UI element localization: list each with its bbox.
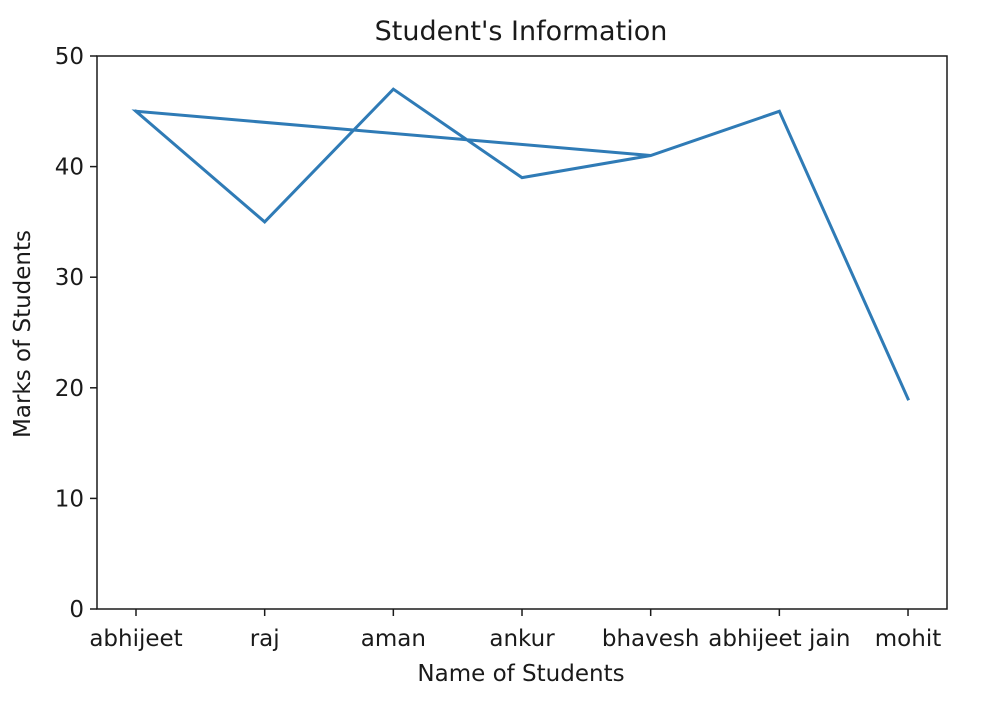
x-tick-label: abhijeet	[89, 626, 182, 652]
y-tick-label: 0	[69, 597, 84, 623]
y-axis-title: Marks of Students	[10, 230, 36, 438]
y-tick-label: 40	[55, 155, 84, 181]
y-tick-label: 10	[55, 486, 84, 512]
x-tick-label: aman	[361, 626, 426, 652]
x-tick-label: abhijeet jain	[708, 626, 850, 652]
chart-title: Student's Information	[375, 16, 668, 47]
y-tick-label: 20	[55, 376, 84, 402]
x-tick-label: bhavesh	[602, 626, 700, 652]
x-tick-label: ankur	[489, 626, 555, 652]
plot-area: 0 10 20 30 40 50 abhijeet raj aman ankur bhavesh ab…	[55, 44, 948, 652]
x-axis-title: Name of Students	[417, 661, 624, 687]
x-tick-label: raj	[250, 626, 280, 652]
x-tick-label: mohit	[875, 626, 941, 652]
y-tick-label: 50	[55, 44, 84, 70]
series-line-0	[131, 87, 911, 401]
y-tick-label: 30	[55, 265, 84, 291]
axes-frame	[96, 55, 948, 610]
